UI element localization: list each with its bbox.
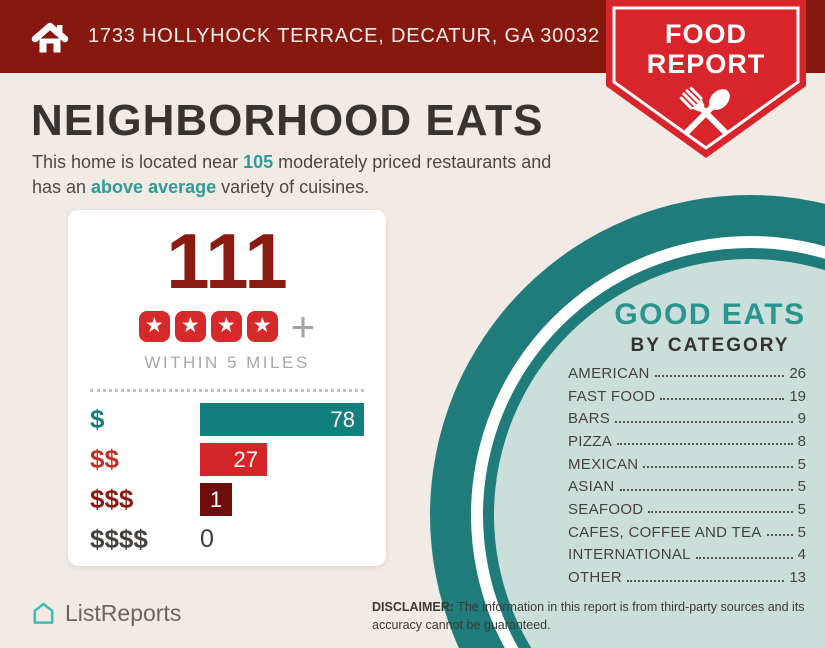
category-list: AMERICAN 26 FAST FOOD 19 BARS 9 PIZZA 8 MEXI… <box>568 362 806 589</box>
category-value: 26 <box>789 364 806 382</box>
star-icon: ★ <box>216 314 236 338</box>
dot-leader <box>695 556 793 559</box>
ribbon-line2: REPORT <box>647 49 766 79</box>
subtitle-line1: This home is located near 105 moderately… <box>32 150 551 175</box>
category-row: MEXICAN 5 <box>568 453 806 476</box>
bar-value: 1 <box>209 486 223 512</box>
price-bar-row: $$ 27 <box>90 440 364 480</box>
category-row: OTHER 13 <box>568 566 806 589</box>
listreports-logo-icon <box>33 602 54 624</box>
category-label: MEXICAN <box>568 455 639 473</box>
crossed-spoon-fork-icon <box>679 86 730 136</box>
star-rating-row: ★ ★ ★ ★ + <box>68 303 386 351</box>
dot-leader <box>627 579 785 582</box>
category-label: AMERICAN <box>568 364 650 382</box>
category-label: OTHER <box>568 569 622 587</box>
category-row: FAST FOOD 19 <box>568 385 806 408</box>
subtitle-text: variety of cuisines. <box>216 177 370 197</box>
restaurant-stats-card: 111 ★ ★ ★ ★ + WITHIN 5 MILES $ 78 $$ 27 … <box>68 210 386 566</box>
category-label: BARS <box>568 410 611 428</box>
category-row: PIZZA 8 <box>568 430 806 453</box>
bar-value: 78 <box>330 406 355 432</box>
category-value: 9 <box>797 410 806 428</box>
category-value: 5 <box>797 500 806 518</box>
category-value: 19 <box>789 387 806 405</box>
price-bar-row: $ 78 <box>90 400 364 440</box>
price-bar-row: $$$$ 0 <box>90 520 364 560</box>
star-badge: ★ <box>210 311 242 343</box>
category-label: FAST FOOD <box>568 387 656 405</box>
price-bar-row: $$$ 1 <box>90 480 364 520</box>
disclaimer-text-line1: The information in this report is from t… <box>453 600 805 614</box>
restaurant-total-count: 111 <box>166 217 288 305</box>
star-icon: ★ <box>252 314 272 338</box>
price-tier-label: $$$$ <box>90 524 148 555</box>
ribbon-line1: FOOD <box>665 19 747 49</box>
property-address: 1733 HOLLYHOCK TERRACE, DECATUR, GA 3003… <box>88 25 600 47</box>
dot-leader <box>766 534 793 537</box>
price-bar: 78 <box>199 403 364 437</box>
star-icon: ★ <box>144 314 164 338</box>
bar-value: 0 <box>200 525 214 554</box>
price-tier-label: $ <box>90 404 105 435</box>
good-eats-title: GOOD EATS <box>614 298 806 331</box>
plus-icon: + <box>290 303 316 351</box>
listreports-logo: ListReports <box>30 600 181 627</box>
price-tier-label: $$ <box>90 444 119 475</box>
restaurant-count-highlight: 105 <box>243 152 274 172</box>
dashed-divider <box>90 388 364 392</box>
star-badge: ★ <box>174 311 206 343</box>
category-value: 5 <box>797 523 806 541</box>
category-label: PIZZA <box>568 432 613 450</box>
dot-leader <box>643 466 793 469</box>
food-report-ribbon: FOOD REPORT <box>606 0 806 158</box>
radius-caption: WITHIN 5 MILES <box>144 352 310 372</box>
category-value: 13 <box>789 569 806 587</box>
dot-leader <box>617 443 793 446</box>
price-bar: 1 <box>200 483 232 517</box>
category-row: CAFES, COFFEE AND TEA 5 <box>568 521 806 544</box>
price-bar: 27 <box>200 443 267 477</box>
star-badge: ★ <box>138 311 170 343</box>
category-row: BARS 9 <box>568 407 806 430</box>
dot-leader <box>615 420 793 423</box>
disclaimer-text-line2: accuracy cannot be guaranteed. <box>372 617 551 632</box>
dot-leader <box>648 511 793 514</box>
dot-leader <box>660 398 785 401</box>
home-icon <box>31 22 69 53</box>
subtitle-line2: has an above average variety of cuisines… <box>32 175 551 200</box>
price-tier-label: $$$ <box>90 484 134 515</box>
disclaimer-label: DISCLAIMER: <box>372 600 454 614</box>
subtitle-text: moderately priced restaurants and <box>273 152 552 172</box>
category-label: INTERNATIONAL <box>568 546 691 564</box>
subtitle-text: has an <box>32 177 92 197</box>
category-row: SEAFOOD 5 <box>568 498 806 521</box>
disclaimer: DISCLAIMER: The information in this repo… <box>372 599 825 634</box>
page-subtitle: This home is located near 105 moderately… <box>32 150 551 200</box>
star-badge: ★ <box>246 311 278 343</box>
category-label: CAFES, COFFEE AND TEA <box>568 523 762 541</box>
category-value: 4 <box>797 546 806 564</box>
dot-leader <box>654 375 785 378</box>
category-label: SEAFOOD <box>568 500 644 518</box>
dot-leader <box>619 488 793 491</box>
category-row: INTERNATIONAL 4 <box>568 544 806 567</box>
good-eats-subtitle: BY CATEGORY <box>630 335 790 356</box>
price-level-bar-chart: $ 78 $$ 27 $$$ 1 $$$$ 0 <box>68 392 386 560</box>
category-row: ASIAN 5 <box>568 475 806 498</box>
category-label: ASIAN <box>568 478 615 496</box>
variety-highlight: above average <box>91 177 217 197</box>
star-icon: ★ <box>180 314 200 338</box>
brand-name: ListReports <box>65 600 182 626</box>
page-title: NEIGHBORHOOD EATS <box>31 96 544 145</box>
category-value: 5 <box>797 478 806 496</box>
category-value: 8 <box>797 432 806 450</box>
subtitle-text: This home is located near <box>32 152 244 172</box>
bar-value: 27 <box>233 446 258 472</box>
category-value: 5 <box>797 455 806 473</box>
category-row: AMERICAN 26 <box>568 362 806 385</box>
good-eats-heading: GOOD EATS BY CATEGORY <box>570 298 825 357</box>
